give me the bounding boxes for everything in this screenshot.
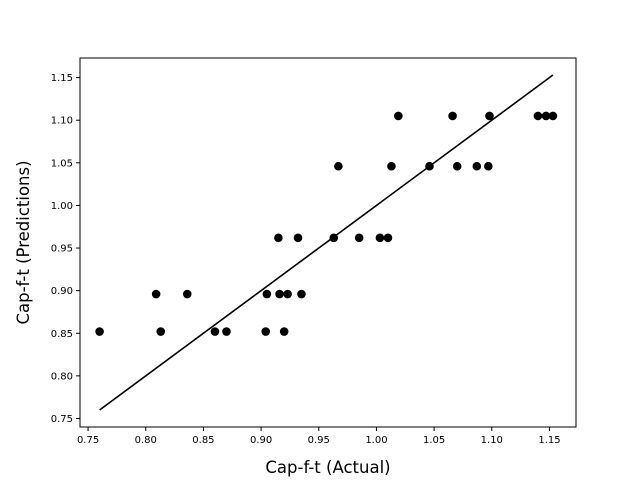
- x-axis: 0.75 0.80 0.85 0.90 0.95 1.00 1.05 1.10 1.15: [77, 427, 561, 446]
- data-point: [156, 327, 166, 336]
- data-point: [182, 289, 192, 299]
- data-point: [262, 289, 272, 299]
- data-point: [425, 161, 434, 171]
- x-tick-label: 0.90: [250, 435, 272, 446]
- data-point: [210, 327, 220, 336]
- data-point: [533, 111, 543, 121]
- y-tick-label: 0.85: [51, 329, 73, 340]
- y-tick-label: 0.95: [51, 244, 73, 255]
- x-tick-label: 1.05: [423, 435, 445, 446]
- y-tick-label: 1.00: [51, 201, 73, 212]
- data-point: [274, 233, 283, 243]
- data-point: [283, 289, 292, 299]
- data-point: [472, 161, 482, 171]
- y-tick-label: 1.15: [51, 73, 73, 84]
- y-tick-label: 0.75: [51, 414, 73, 425]
- x-tick-label: 0.75: [77, 435, 99, 446]
- data-point: [279, 327, 289, 336]
- data-point: [329, 233, 339, 243]
- data-point: [354, 233, 364, 243]
- data-point: [293, 233, 303, 243]
- data-point: [375, 233, 385, 243]
- x-axis-title: Cap-f-t (Actual): [265, 458, 390, 477]
- y-tick-label: 0.90: [51, 286, 73, 297]
- data-point: [383, 233, 393, 243]
- data-point: [297, 289, 306, 299]
- y-tick-label: 1.10: [51, 116, 73, 127]
- data-point: [261, 327, 271, 336]
- data-point: [275, 289, 284, 299]
- y-tick-label: 1.05: [51, 158, 73, 169]
- data-point: [541, 111, 551, 121]
- data-point: [548, 111, 558, 121]
- y-tick-label: 0.80: [51, 371, 73, 382]
- plot-frame: [79, 57, 577, 428]
- data-point: [452, 161, 462, 171]
- x-tick-label: 0.85: [192, 435, 214, 446]
- data-point: [387, 161, 396, 171]
- x-tick-label: 1.00: [365, 435, 387, 446]
- y-axis-title: Cap-f-t (Predictions): [14, 160, 33, 324]
- x-tick-label: 0.80: [135, 435, 157, 446]
- data-point: [95, 327, 104, 336]
- data-point: [334, 161, 343, 171]
- fit-line: [99, 74, 554, 411]
- x-tick-label: 1.10: [481, 435, 503, 446]
- data-point: [222, 327, 231, 336]
- data-point: [448, 111, 457, 121]
- plot-marks: [95, 74, 558, 411]
- data-point: [484, 161, 493, 171]
- y-axis: 0.75 0.80 0.85 0.90 0.95 1.00 1.05 1.10 1.15: [51, 73, 80, 425]
- data-point: [151, 289, 161, 299]
- data-point: [394, 111, 403, 121]
- x-tick-label: 1.15: [538, 435, 560, 446]
- data-point: [485, 111, 494, 121]
- x-tick-label: 0.95: [308, 435, 330, 446]
